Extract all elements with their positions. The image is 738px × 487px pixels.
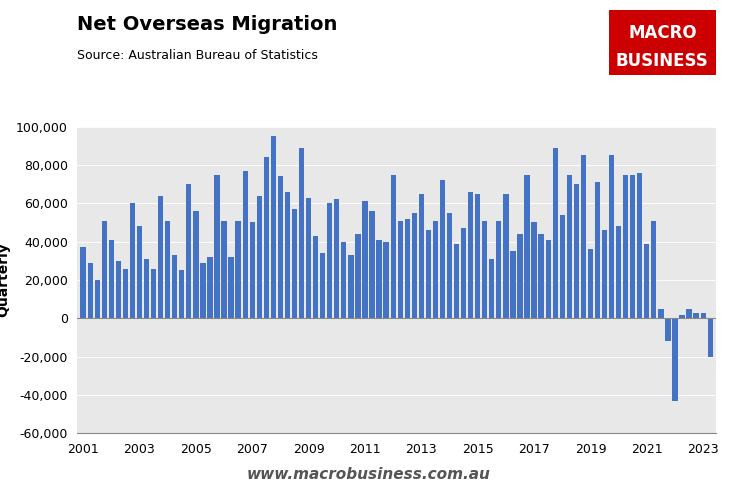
Bar bbox=[454, 244, 459, 318]
Bar bbox=[573, 184, 579, 318]
Bar bbox=[539, 234, 544, 318]
Bar bbox=[292, 209, 297, 318]
Bar bbox=[609, 155, 614, 318]
Bar bbox=[151, 268, 156, 318]
Bar bbox=[432, 221, 438, 318]
Bar bbox=[200, 263, 206, 318]
Bar bbox=[313, 236, 318, 318]
Bar bbox=[207, 257, 213, 318]
Bar bbox=[623, 174, 628, 318]
Bar bbox=[186, 184, 191, 318]
Bar bbox=[686, 309, 692, 318]
Bar bbox=[137, 226, 142, 318]
Bar bbox=[390, 174, 396, 318]
Bar bbox=[503, 194, 508, 318]
Bar bbox=[517, 234, 523, 318]
Bar bbox=[348, 255, 354, 318]
Bar bbox=[165, 221, 170, 318]
Bar bbox=[637, 172, 642, 318]
Bar bbox=[320, 253, 325, 318]
Bar bbox=[193, 211, 199, 318]
Bar bbox=[672, 318, 677, 401]
Bar bbox=[440, 180, 445, 318]
Bar bbox=[694, 313, 699, 318]
Bar bbox=[108, 240, 114, 318]
Bar bbox=[158, 196, 163, 318]
Bar bbox=[144, 259, 149, 318]
Bar bbox=[229, 257, 234, 318]
Text: Source: Australian Bureau of Statistics: Source: Australian Bureau of Statistics bbox=[77, 49, 318, 62]
Bar bbox=[235, 221, 241, 318]
Text: Net Overseas Migration: Net Overseas Migration bbox=[77, 15, 338, 34]
Bar bbox=[531, 223, 537, 318]
Bar bbox=[384, 242, 389, 318]
Bar bbox=[257, 196, 262, 318]
Bar bbox=[179, 270, 184, 318]
Bar bbox=[355, 234, 361, 318]
Bar bbox=[587, 249, 593, 318]
Bar bbox=[644, 244, 649, 318]
Bar bbox=[545, 240, 551, 318]
Text: www.macrobusiness.com.au: www.macrobusiness.com.au bbox=[247, 467, 491, 482]
Bar bbox=[616, 226, 621, 318]
Bar bbox=[334, 200, 339, 318]
Bar bbox=[88, 263, 93, 318]
Bar bbox=[221, 221, 227, 318]
Bar bbox=[404, 219, 410, 318]
Bar bbox=[510, 251, 516, 318]
Bar bbox=[559, 215, 565, 318]
Bar bbox=[243, 171, 248, 318]
Bar bbox=[475, 194, 480, 318]
Bar bbox=[595, 182, 600, 318]
Bar bbox=[80, 247, 86, 318]
Bar bbox=[496, 221, 502, 318]
Bar bbox=[412, 213, 417, 318]
Bar bbox=[461, 228, 466, 318]
Bar bbox=[665, 318, 671, 341]
Bar bbox=[370, 211, 375, 318]
Bar bbox=[489, 259, 494, 318]
Bar bbox=[123, 268, 128, 318]
Bar bbox=[581, 155, 586, 318]
Bar bbox=[94, 280, 100, 318]
Bar bbox=[680, 315, 685, 318]
Text: MACRO: MACRO bbox=[628, 24, 697, 42]
Bar bbox=[553, 148, 558, 318]
Bar bbox=[249, 223, 255, 318]
Bar bbox=[116, 261, 121, 318]
Text: BUSINESS: BUSINESS bbox=[616, 52, 708, 70]
Bar bbox=[376, 240, 382, 318]
Bar bbox=[700, 313, 706, 318]
Bar bbox=[426, 230, 431, 318]
Bar bbox=[214, 174, 220, 318]
Bar bbox=[285, 192, 290, 318]
Y-axis label: Quarterly: Quarterly bbox=[0, 243, 10, 318]
Bar bbox=[468, 192, 473, 318]
Bar bbox=[306, 198, 311, 318]
Bar bbox=[271, 136, 276, 318]
Bar bbox=[362, 202, 368, 318]
Bar bbox=[482, 221, 487, 318]
Bar bbox=[651, 221, 657, 318]
Bar bbox=[708, 318, 713, 356]
Bar bbox=[172, 255, 177, 318]
Bar bbox=[263, 157, 269, 318]
Bar bbox=[447, 213, 452, 318]
Bar bbox=[525, 174, 530, 318]
Bar bbox=[398, 221, 403, 318]
Bar bbox=[341, 242, 346, 318]
Bar bbox=[299, 148, 304, 318]
Bar bbox=[658, 309, 663, 318]
Bar bbox=[418, 194, 424, 318]
Bar bbox=[602, 230, 607, 318]
Bar bbox=[102, 221, 107, 318]
Bar bbox=[630, 174, 635, 318]
Bar bbox=[277, 176, 283, 318]
Bar bbox=[130, 204, 135, 318]
Bar bbox=[567, 174, 572, 318]
Bar bbox=[327, 204, 332, 318]
